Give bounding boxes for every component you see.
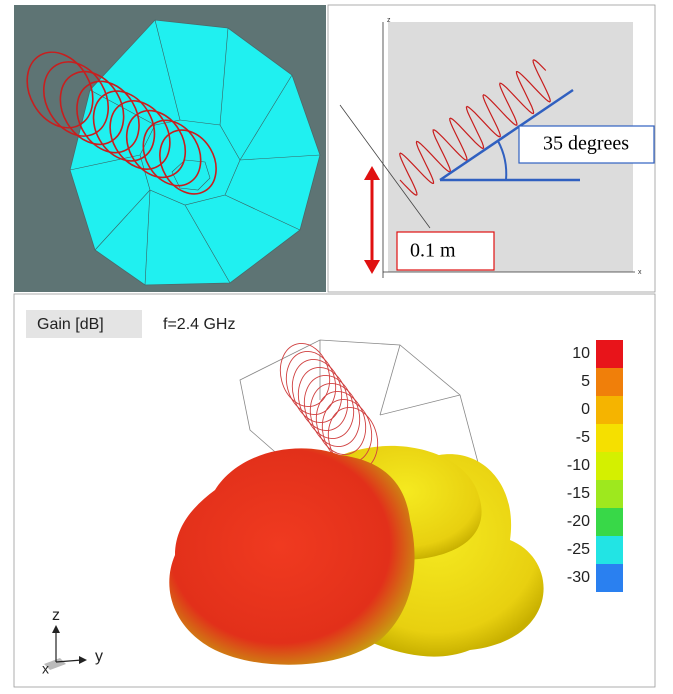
colorbar-cell bbox=[596, 368, 623, 396]
colorbar-label: -10 bbox=[567, 457, 590, 474]
axis-label: z bbox=[387, 17, 391, 24]
colorbar-cell bbox=[596, 424, 623, 452]
colorbar-cell bbox=[596, 536, 623, 564]
colorbar-cell bbox=[596, 508, 623, 536]
colorbar-label: -25 bbox=[567, 541, 590, 558]
height-label: 0.1 m bbox=[410, 240, 456, 262]
colorbar-label: 0 bbox=[581, 401, 590, 418]
colorbar-label: -20 bbox=[567, 513, 590, 530]
colorbar-label: 5 bbox=[581, 373, 590, 390]
axis-label: x bbox=[638, 269, 642, 276]
colorbar-label: 10 bbox=[572, 345, 590, 362]
axis-label: x bbox=[42, 661, 49, 677]
colorbar-label: -15 bbox=[567, 485, 590, 502]
colorbar-cell bbox=[596, 564, 623, 592]
colorbar-label: -30 bbox=[567, 569, 590, 586]
colorbar-cell bbox=[596, 396, 623, 424]
angle-label: 35 degrees bbox=[543, 133, 629, 155]
axis-label: y bbox=[95, 648, 103, 665]
colorbar-cell bbox=[596, 340, 623, 368]
pattern-panel: Gain [dB] f=2.4 GHz 10 5 0 -5 -10 -15 -20 -25 -3… bbox=[14, 294, 655, 687]
axis-label: z bbox=[52, 607, 60, 624]
figure: z x 35 degrees 0.1 m Gain [dB] f=2.4 GHz… bbox=[0, 0, 673, 689]
quantity-label: Gain [dB] bbox=[37, 316, 104, 333]
side-view-panel: z x 35 degrees 0.1 m bbox=[328, 5, 655, 292]
colorbar-label: -5 bbox=[576, 429, 590, 446]
colorbar-cell bbox=[596, 480, 623, 508]
top-view-panel bbox=[14, 5, 326, 292]
frequency-label: f=2.4 GHz bbox=[163, 316, 235, 333]
colorbar-cell bbox=[596, 452, 623, 480]
